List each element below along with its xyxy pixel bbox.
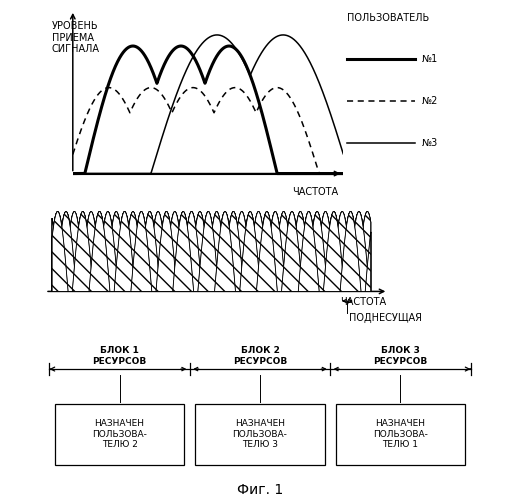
Text: БЛОК 2
РЕСУРСОВ: БЛОК 2 РЕСУРСОВ	[233, 346, 287, 366]
Text: БЛОК 3
РЕСУРСОВ: БЛОК 3 РЕСУРСОВ	[373, 346, 427, 366]
Text: №1: №1	[422, 54, 438, 64]
Bar	[55, 404, 184, 465]
Text: БЛОК 1
РЕСУРСОВ: БЛОК 1 РЕСУРСОВ	[93, 346, 147, 366]
Text: НАЗНАЧЕН
ПОЛЬЗОВА-
ТЕЛЮ 2: НАЗНАЧЕН ПОЛЬЗОВА- ТЕЛЮ 2	[92, 419, 147, 449]
Text: Фиг. 1: Фиг. 1	[237, 483, 283, 497]
Text: ПОЛЬЗОВАТЕЛЬ: ПОЛЬЗОВАТЕЛЬ	[347, 13, 429, 23]
Bar	[196, 404, 324, 465]
Text: ПОДНЕСУЩАЯ: ПОДНЕСУЩАЯ	[349, 313, 422, 323]
Text: УРОВЕНЬ
ПРИЕМА
СИГНАЛА: УРОВЕНЬ ПРИЕМА СИГНАЛА	[52, 21, 100, 54]
Text: ЧАСТОТА: ЧАСТОТА	[341, 297, 386, 307]
Bar	[336, 404, 465, 465]
Text: №2: №2	[422, 96, 438, 106]
Text: НАЗНАЧЕН
ПОЛЬЗОВА-
ТЕЛЮ 3: НАЗНАЧЕН ПОЛЬЗОВА- ТЕЛЮ 3	[232, 419, 288, 449]
Text: №3: №3	[422, 138, 438, 148]
Text: НАЗНАЧЕН
ПОЛЬЗОВА-
ТЕЛЮ 1: НАЗНАЧЕН ПОЛЬЗОВА- ТЕЛЮ 1	[373, 419, 428, 449]
Text: ЧАСТОТА: ЧАСТОТА	[293, 188, 339, 198]
